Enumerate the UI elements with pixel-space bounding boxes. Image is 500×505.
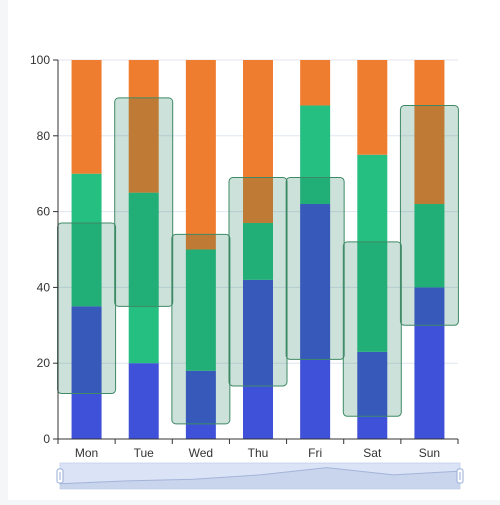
range-box[interactable] — [399, 104, 459, 326]
y-tick-label: 100 — [30, 53, 50, 67]
range-box[interactable] — [57, 222, 117, 395]
x-tick-label: Sun — [419, 446, 440, 460]
y-tick-label: 60 — [37, 205, 51, 219]
data-zoom-slider[interactable] — [56, 462, 464, 490]
bar-segment[interactable] — [414, 204, 445, 288]
bar-segment[interactable] — [357, 60, 388, 155]
bar-segment[interactable] — [357, 154, 388, 352]
range-box[interactable] — [342, 241, 402, 417]
y-tick-label: 20 — [37, 356, 51, 370]
zoom-preview-line — [59, 467, 461, 485]
y-tick-label: 40 — [37, 280, 51, 294]
bar-segment[interactable] — [414, 287, 445, 439]
bar-series — [71, 60, 445, 439]
bar-segment[interactable] — [300, 60, 331, 106]
range-box[interactable] — [228, 176, 288, 387]
x-tick-label: Wed — [189, 446, 213, 460]
x-tick-label: Thu — [248, 446, 269, 460]
bar-segment[interactable] — [71, 60, 102, 174]
bar-segment[interactable] — [243, 222, 273, 280]
zoom-preview-area — [60, 467, 460, 489]
bar-segment[interactable] — [243, 279, 273, 439]
bar-segment[interactable] — [185, 249, 216, 371]
bar-segment[interactable] — [71, 173, 102, 307]
bar-segment[interactable] — [300, 204, 331, 439]
bar-segment[interactable] — [414, 60, 445, 205]
bar-segment[interactable] — [128, 192, 159, 364]
chart-panel: 0 20 40 60 80 100 Mon Tue Wed Thu Fri Sat Sun — [8, 0, 500, 500]
range-box[interactable] — [285, 176, 345, 360]
x-tick-label: Sat — [363, 446, 382, 460]
stacked-bar-chart: 0 20 40 60 80 100 Mon Tue Wed Thu Fri Sat Sun — [30, 53, 464, 490]
range-box[interactable] — [171, 233, 231, 425]
bar-segment[interactable] — [243, 60, 273, 223]
axes: 0 20 40 60 80 100 Mon Tue Wed Thu Fri Sat Sun — [30, 53, 459, 460]
bar-segment[interactable] — [357, 351, 388, 439]
x-tick-label: Fri — [308, 446, 322, 460]
y-tick-label: 0 — [43, 432, 50, 446]
y-tick-label: 80 — [37, 129, 51, 143]
range-box[interactable] — [114, 97, 174, 307]
bar-segment[interactable] — [71, 306, 102, 439]
bar-segment[interactable] — [128, 363, 159, 439]
bar-segment[interactable] — [128, 60, 159, 193]
bar-segment[interactable] — [185, 60, 216, 250]
bar-segment[interactable] — [185, 370, 216, 439]
x-tick-label: Mon — [75, 446, 98, 460]
x-tick-label: Tue — [134, 446, 155, 460]
zoom-selection[interactable] — [60, 463, 460, 489]
bar-segment[interactable] — [300, 105, 331, 205]
range-boxes — [57, 97, 459, 425]
